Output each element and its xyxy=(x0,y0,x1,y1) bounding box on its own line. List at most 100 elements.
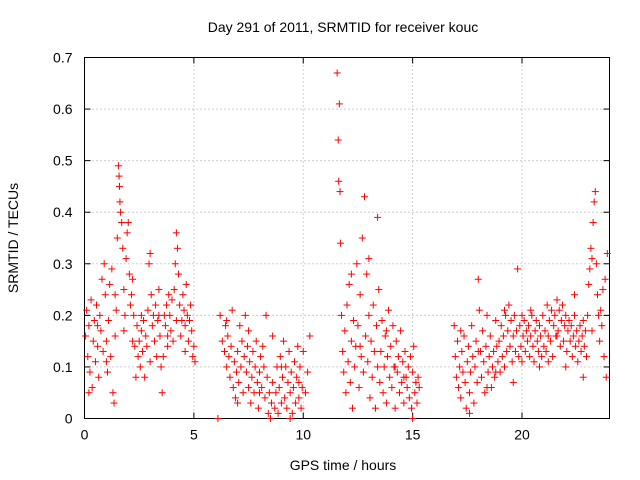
data-point xyxy=(530,358,538,366)
data-point xyxy=(450,322,458,330)
data-point xyxy=(404,363,412,371)
data-point xyxy=(403,384,411,392)
data-point xyxy=(137,327,145,335)
data-point xyxy=(110,399,118,407)
data-point xyxy=(291,358,298,366)
data-point xyxy=(89,337,97,345)
data-point xyxy=(111,332,119,340)
data-point xyxy=(365,311,373,319)
data-point xyxy=(353,260,361,268)
data-point xyxy=(501,306,508,314)
data-point xyxy=(222,322,230,330)
data-point xyxy=(502,311,510,319)
data-point xyxy=(453,337,461,345)
data-point xyxy=(261,394,269,402)
data-point xyxy=(265,389,273,397)
data-point xyxy=(598,322,606,330)
data-point xyxy=(369,301,377,309)
data-point xyxy=(113,234,121,242)
data-point xyxy=(354,322,362,330)
data-point xyxy=(475,306,483,314)
data-point xyxy=(248,373,256,381)
data-point xyxy=(555,306,563,314)
data-point xyxy=(260,363,268,371)
data-point xyxy=(339,347,347,355)
data-point xyxy=(245,384,253,392)
data-point xyxy=(120,327,128,335)
data-point xyxy=(83,306,91,314)
y-tick-label: 0.6 xyxy=(53,101,73,117)
data-point xyxy=(105,317,113,325)
data-point xyxy=(484,368,492,376)
data-point xyxy=(483,311,491,319)
data-point xyxy=(501,363,508,371)
data-point xyxy=(513,327,521,335)
data-point xyxy=(181,322,189,330)
data-point xyxy=(85,322,93,330)
data-point xyxy=(409,368,417,376)
data-point xyxy=(603,249,611,257)
y-tick-label: 0.5 xyxy=(53,153,73,169)
data-point xyxy=(406,353,414,361)
data-point xyxy=(146,358,154,366)
data-point xyxy=(247,399,255,407)
data-point xyxy=(99,347,107,355)
data-point xyxy=(571,291,578,299)
data-point xyxy=(397,327,405,335)
data-point xyxy=(181,347,189,355)
data-point xyxy=(520,317,528,325)
data-point xyxy=(96,311,104,319)
data-point xyxy=(299,347,307,355)
data-point xyxy=(171,260,179,268)
data-point xyxy=(235,378,243,386)
data-point xyxy=(271,404,279,412)
data-point xyxy=(216,311,224,319)
data-point xyxy=(546,337,554,345)
data-point xyxy=(91,358,99,366)
data-point xyxy=(412,378,420,386)
data-point xyxy=(175,270,183,278)
data-point xyxy=(231,394,239,402)
data-point xyxy=(179,291,187,299)
data-point xyxy=(491,373,499,381)
data-point xyxy=(121,311,129,319)
data-point xyxy=(505,301,513,309)
data-point xyxy=(236,322,244,330)
data-point xyxy=(569,332,577,340)
data-point xyxy=(280,337,288,345)
data-point xyxy=(474,275,482,283)
data-point xyxy=(459,368,467,376)
data-point xyxy=(176,301,184,309)
data-point xyxy=(122,255,130,263)
data-point xyxy=(252,337,260,345)
data-point xyxy=(338,311,346,319)
data-point xyxy=(295,394,303,402)
data-point xyxy=(456,363,464,371)
data-point xyxy=(394,353,402,361)
data-point xyxy=(256,389,263,397)
data-point xyxy=(532,317,540,325)
data-point xyxy=(386,373,394,381)
data-point xyxy=(379,389,387,397)
data-point xyxy=(214,415,222,422)
data-point xyxy=(472,337,480,345)
data-point xyxy=(550,322,558,330)
data-point xyxy=(116,198,124,206)
data-point xyxy=(135,337,143,345)
data-point xyxy=(281,394,289,402)
data-point xyxy=(112,306,120,314)
data-point xyxy=(586,265,594,273)
data-point xyxy=(184,337,192,345)
data-point xyxy=(124,219,132,227)
data-point xyxy=(503,347,511,355)
data-point xyxy=(562,311,570,319)
data-point xyxy=(263,373,271,381)
data-point xyxy=(155,311,163,319)
data-point xyxy=(510,311,518,319)
data-point xyxy=(269,378,277,386)
data-point xyxy=(223,317,231,325)
data-point xyxy=(140,317,148,325)
data-point xyxy=(391,363,399,371)
data-point xyxy=(253,378,261,386)
